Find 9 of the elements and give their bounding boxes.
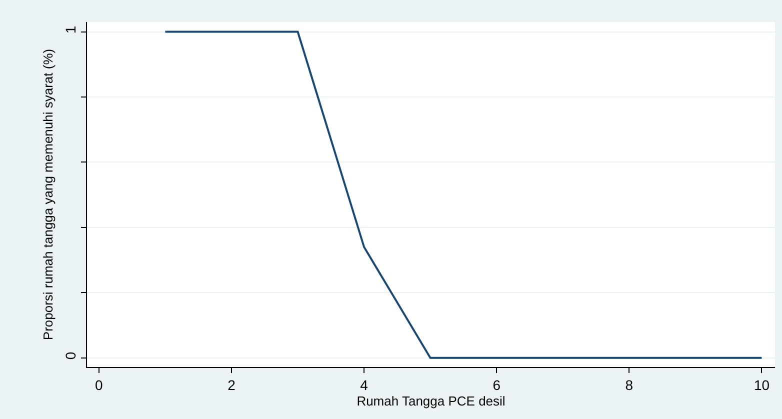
x-tick-label: 0 [95, 376, 104, 393]
x-tick-label: 6 [492, 376, 501, 393]
x-axis-title: Rumah Tangga PCE desil [356, 393, 506, 408]
x-tick-label: 2 [228, 376, 236, 393]
x-tick-label: 8 [625, 376, 634, 393]
x-tick-label: 10 [754, 376, 770, 393]
y-tick-label: 1 [62, 26, 78, 34]
y-axis-title: Proporsi rumah tangga yang memenuhi syarat (%) [40, 48, 56, 340]
x-tick-label: 4 [360, 376, 368, 393]
